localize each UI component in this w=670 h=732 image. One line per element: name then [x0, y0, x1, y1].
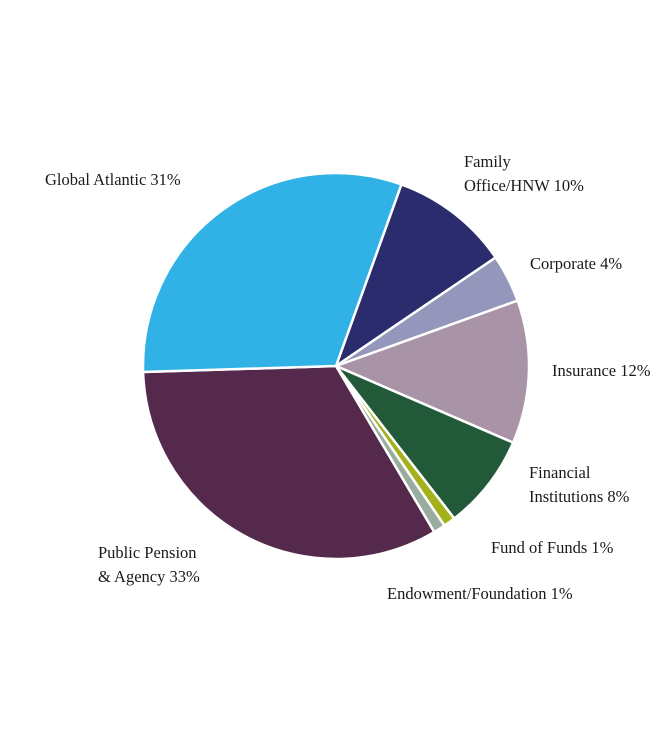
pie-slice-4: [334, 364, 515, 520]
pie-labels: Family Office/HNW 10% Corporate 4% Insuranc…: [45, 152, 651, 603]
slice-label-7: Public Pension & Agency 33%: [98, 543, 200, 586]
slice-label-4: Financial Institutions 8%: [529, 463, 630, 506]
pie-slice-7: [141, 364, 436, 561]
slice-label-2: Corporate 4%: [530, 254, 622, 273]
pie-slices: [141, 171, 531, 561]
pie-slice-3: [334, 299, 531, 444]
slice-label-6: Endowment/Foundation 1%: [387, 584, 573, 603]
slice-label-3: Insurance 12%: [552, 361, 651, 380]
pie-slice-8: [141, 171, 403, 374]
pie-slice-1: [334, 183, 497, 368]
slice-label-8: Global Atlantic 31%: [45, 170, 181, 189]
slice-label-5: Fund of Funds 1%: [491, 538, 614, 557]
slice-label-1: Family Office/HNW 10%: [464, 152, 584, 195]
